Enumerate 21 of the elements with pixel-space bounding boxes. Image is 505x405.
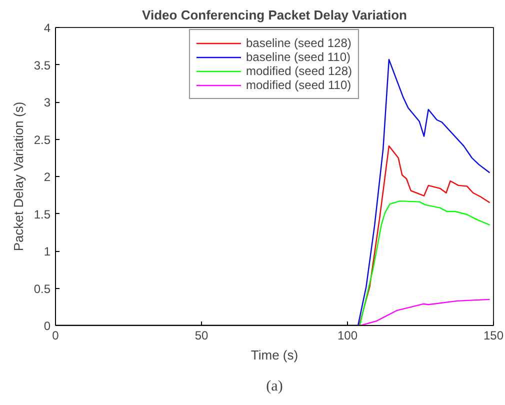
y-tick-label: 4 bbox=[44, 21, 51, 35]
legend-label: baseline (seed 110) bbox=[246, 50, 350, 64]
y-axis-title: Packet Delay Variation (s) bbox=[10, 102, 26, 252]
text: (a) bbox=[266, 378, 283, 394]
y-tick-label: 0.5 bbox=[34, 282, 51, 296]
x-tick-label: 50 bbox=[194, 328, 208, 342]
x-tick-label: 0 bbox=[52, 328, 60, 342]
legend-label: modified (seed 110) bbox=[246, 78, 352, 92]
y-tick-label: 0 bbox=[44, 319, 51, 333]
y-tick-label: 1 bbox=[44, 244, 51, 258]
y-tick-label: 2.5 bbox=[34, 132, 51, 147]
x-tick-label: 100 bbox=[337, 328, 358, 342]
y-tick-label: 3 bbox=[44, 96, 51, 110]
y-tick-label: 1.5 bbox=[34, 207, 51, 222]
y-tick-label: 2 bbox=[44, 170, 51, 184]
chart-title: Video Conferencing Packet Delay Variation bbox=[142, 8, 408, 22]
x-tick-label: 150 bbox=[483, 328, 504, 342]
y-tick-label: 3.5 bbox=[34, 58, 51, 72]
legend-label: modified (seed 128) bbox=[246, 64, 352, 78]
x-axis-title: Time (s) bbox=[250, 348, 298, 362]
legend-label: baseline (seed 128) bbox=[246, 36, 352, 50]
